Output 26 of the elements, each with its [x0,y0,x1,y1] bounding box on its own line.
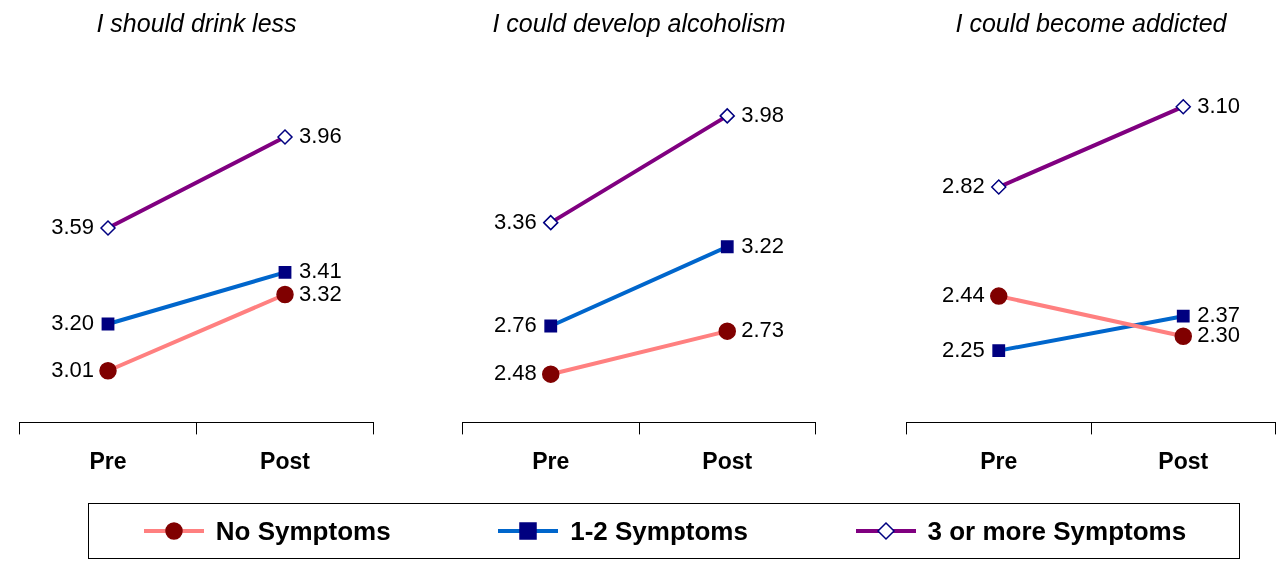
data-label: 3.98 [741,101,785,127]
x-tick-label: Post [260,447,311,474]
x-tick-label: Post [1158,447,1209,474]
x-tick-label: Pre [532,447,570,474]
legend-label: 1-2 Symptoms [570,515,748,547]
data-label: 2.82 [941,173,985,199]
data-label: 2.76 [493,312,537,338]
data-label: 2.48 [493,360,537,386]
legend-label: No Symptoms [215,515,391,547]
chart-title: I should drink less [96,8,297,37]
data-label: 3.01 [51,356,94,382]
data-label: 3.96 [299,123,342,149]
legend-label: 3 or more Symptoms [927,515,1187,547]
chart-title: I could become addicted [955,8,1228,37]
data-label: 2.73 [741,317,785,343]
data-label: 3.36 [493,208,537,234]
data-label: 3.22 [741,232,785,258]
data-label: 3.20 [51,310,94,336]
data-label: 2.44 [941,282,985,308]
data-label: 3.59 [51,214,94,240]
x-tick-label: Post [702,447,753,474]
data-label: 3.10 [1197,92,1241,118]
chart-title: I could develop alcoholism [492,8,786,37]
x-tick-label: Pre [89,447,127,474]
x-tick-label: Pre [980,447,1018,474]
data-label: 2.25 [941,336,985,362]
